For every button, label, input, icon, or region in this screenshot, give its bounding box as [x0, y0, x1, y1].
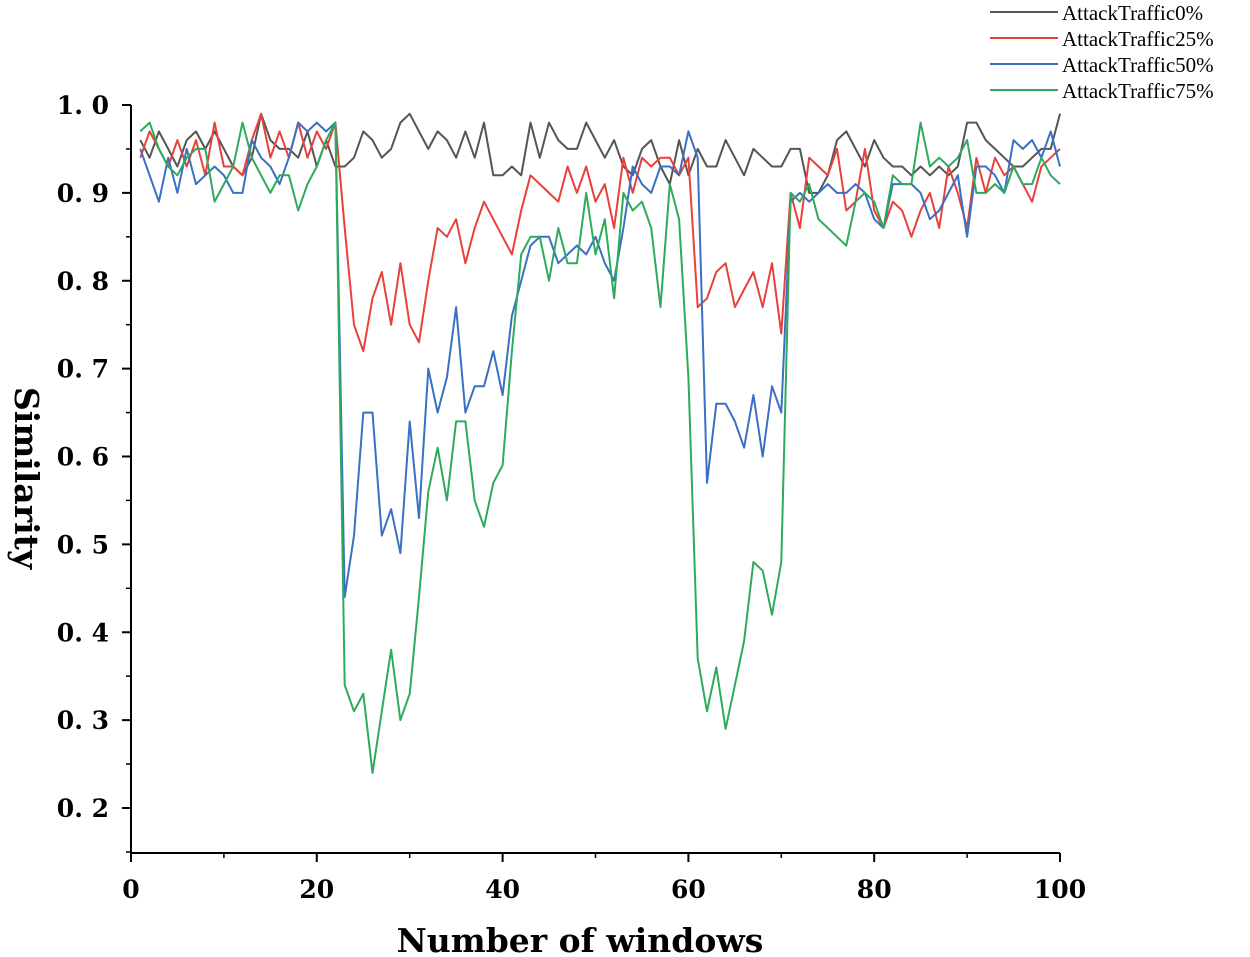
- legend-label: AttackTraffic75%: [1062, 79, 1214, 103]
- y-axis-label: Similarity: [7, 387, 46, 570]
- x-tick-label: 20: [299, 875, 334, 904]
- x-tick-label: 40: [485, 875, 520, 904]
- y-ticks: 0. 2 0. 3 0. 4 0. 5 0. 6 0. 7 0. 8 0. 9 1. 0: [57, 91, 131, 853]
- y-tick-label: 0. 2: [57, 794, 109, 823]
- y-tick-label: 0. 6: [57, 443, 109, 472]
- x-axis-label: Number of windows: [397, 921, 764, 957]
- axes: [130, 105, 1060, 854]
- series-line-0: [139, 112, 1061, 194]
- y-tick-label: 1. 0: [57, 91, 109, 120]
- legend: AttackTraffic0%AttackTraffic25%AttackTra…: [990, 1, 1214, 103]
- y-tick-label: 0. 3: [57, 706, 109, 735]
- x-tick-label: 80: [857, 875, 892, 904]
- series-line-3: [139, 121, 1061, 774]
- x-tick-label: 60: [671, 875, 706, 904]
- legend-label: AttackTraffic0%: [1062, 1, 1203, 25]
- y-tick-label: 0. 9: [57, 179, 109, 208]
- x-tick-label: 100: [1034, 875, 1086, 904]
- series-lines: [139, 112, 1061, 774]
- y-tick-label: 0. 7: [57, 355, 109, 384]
- y-tick-label: 0. 4: [57, 618, 109, 647]
- x-ticks: 0 20 40 60 80 100: [122, 853, 1086, 904]
- legend-label: AttackTraffic25%: [1062, 27, 1214, 51]
- legend-label: AttackTraffic50%: [1062, 53, 1214, 77]
- y-tick-label: 0. 8: [57, 267, 109, 296]
- y-tick-label: 0. 5: [57, 530, 109, 559]
- x-tick-label: 0: [122, 875, 139, 904]
